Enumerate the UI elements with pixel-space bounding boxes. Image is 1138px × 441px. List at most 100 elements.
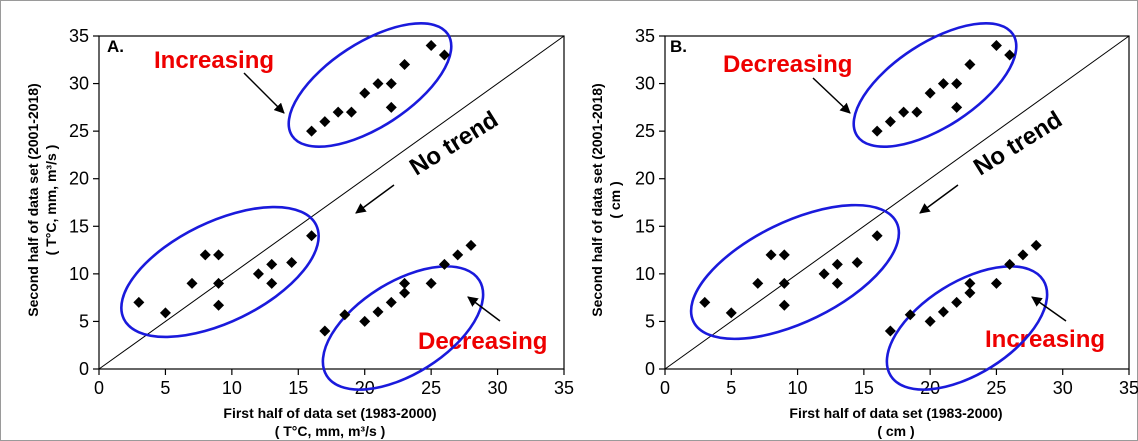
data-point [306,230,318,242]
y-tick-label: 10 [69,264,89,284]
data-point [884,325,896,337]
data-point [871,125,883,137]
data-point [266,258,278,270]
x-tick-label: 30 [1053,378,1073,398]
cluster-ellipse [120,205,320,339]
x-tick-label: 25 [986,378,1006,398]
y-tick-label: 25 [69,121,89,141]
data-point [831,277,843,289]
data-point [266,277,278,289]
y-tick-label: 20 [69,169,89,189]
y-tick-label: 35 [635,26,655,46]
data-point [1004,258,1016,270]
x-tick-label: 0 [660,378,670,398]
annotation-lower: Decreasing [418,328,547,355]
data-point [964,277,976,289]
y-tick-label: 0 [79,359,89,379]
data-point [752,277,764,289]
data-point [778,249,790,261]
y-tick-label: 30 [69,74,89,94]
x-tick-label: 20 [355,378,375,398]
panel-label: A. [107,37,124,56]
x-tick-label: 25 [421,378,441,398]
data-point [831,258,843,270]
annotation-arrow [467,296,501,322]
data-point [213,277,225,289]
x-axis-label: First half of data set (1983-2000) [789,405,1002,421]
cluster-ellipse [885,265,1049,391]
data-point [699,296,711,308]
data-point [359,87,371,99]
plot-frame [664,35,1130,370]
data-point [911,106,923,118]
data-point [133,296,145,308]
data-point [851,256,863,268]
annotation-arrow [919,184,959,214]
x-tick-label: 30 [488,378,508,398]
data-point [438,258,450,270]
data-point [1004,49,1016,61]
data-point [951,78,963,90]
data-point [964,287,976,299]
data-point [385,101,397,113]
data-point [319,116,331,128]
data-point [306,125,318,137]
data-point [778,277,790,289]
data-point [286,256,298,268]
data-point [399,287,411,299]
data-point [937,306,949,318]
y-tick-label: 35 [69,26,89,46]
data-point [345,106,357,118]
annotation-lower: Increasing [985,326,1105,353]
y-tick-label: 5 [645,311,655,331]
data-point [937,78,949,90]
annotation-arrow [243,72,285,114]
data-point [438,49,450,61]
annotation-arrow [355,184,395,214]
x-tick-label: 20 [920,378,940,398]
y-tick-label: 20 [635,169,655,189]
data-point [765,249,777,261]
x-tick-label: 10 [788,378,808,398]
x-tick-label: 5 [160,378,170,398]
x-tick-label: 35 [1119,378,1138,398]
panel-b: Second half of data set (2001-2018) ( cm… [589,22,1138,439]
y-axis-label: Second half of data set (2001-2018) [589,83,605,316]
data-point [904,309,916,321]
data-point [319,325,331,337]
data-point [213,299,225,311]
data-point [951,101,963,113]
data-point [778,299,790,311]
y-tick-label: 5 [79,311,89,331]
data-point [339,309,351,321]
cluster-ellipse [852,22,1018,148]
x-tick-label: 35 [554,378,574,398]
data-point [818,268,830,280]
data-point [385,78,397,90]
panel-label: B. [670,37,687,56]
x-tick-label: 15 [288,378,308,398]
y-tick-label: 15 [69,216,89,236]
data-point [399,59,411,71]
data-point [159,307,171,319]
x-axis-units: ( cm ) [877,423,914,439]
data-point [452,249,464,261]
y-tick-label: 25 [635,121,655,141]
data-point [898,106,910,118]
x-tick-label: 15 [854,378,874,398]
data-point [990,277,1002,289]
x-tick-label: 0 [94,378,104,398]
data-point [425,277,437,289]
cluster-ellipse [287,22,453,148]
y-tick-label: 30 [635,74,655,94]
annotation-upper: Decreasing [723,51,852,78]
data-point [372,306,384,318]
data-point [199,249,211,261]
data-point [252,268,264,280]
annotation-arrow [1031,296,1067,322]
one-to-one-line [98,35,565,370]
data-point [924,315,936,327]
y-axis-units: ( T°C, mm, m³/s ) [43,145,59,256]
data-point [924,87,936,99]
